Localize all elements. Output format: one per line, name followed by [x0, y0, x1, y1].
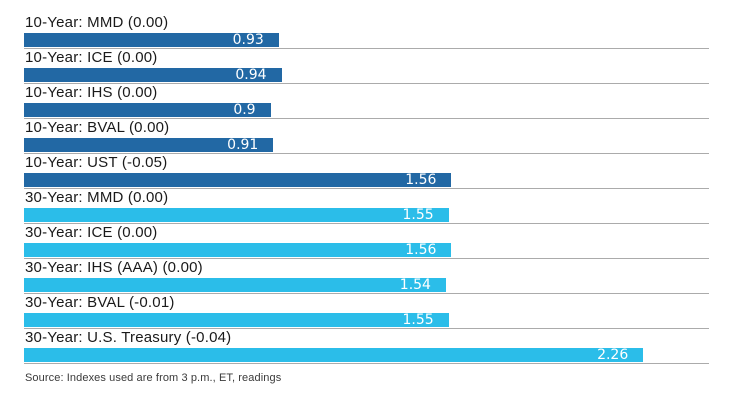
bar: 1.55 [24, 313, 449, 327]
chart-row: 30-Year: U.S. Treasury (-0.04) 2.26 [24, 329, 709, 364]
bar-track: 0.94 [24, 68, 709, 82]
chart-row: 10-Year: UST (-0.05) 1.56 [24, 154, 709, 189]
chart-row: 10-Year: MMD (0.00) 0.93 [24, 14, 709, 49]
bar-value-label: 1.56 [405, 242, 437, 258]
bar-value-label: 0.93 [232, 32, 264, 48]
separator-line [24, 258, 709, 259]
separator-line [24, 188, 709, 189]
bar-value-label: 2.26 [597, 347, 629, 363]
bar-track: 0.9 [24, 103, 709, 117]
chart-row: 30-Year: IHS (AAA) (0.00) 1.54 [24, 259, 709, 294]
bar-chart: 10-Year: MMD (0.00) 0.93 10-Year: ICE (0… [24, 14, 709, 384]
separator-line [24, 83, 709, 84]
bar-value-label: 1.56 [405, 172, 437, 188]
bar: 1.56 [24, 242, 452, 258]
bar-track: 2.26 [24, 348, 709, 362]
bar-label: 30-Year: MMD (0.00) [25, 189, 169, 206]
bar: 0.94 [24, 68, 282, 82]
bar-label: 30-Year: U.S. Treasury (-0.04) [25, 329, 232, 346]
separator-line [24, 153, 709, 154]
chart-row: 30-Year: ICE (0.00) 1.56 [24, 224, 709, 259]
bar-label: 10-Year: UST (-0.05) [25, 154, 168, 171]
chart-row: 10-Year: ICE (0.00) 0.94 [24, 49, 709, 84]
chart-row: 10-Year: IHS (0.00) 0.9 [24, 84, 709, 119]
bar-label: 10-Year: ICE (0.00) [25, 49, 158, 66]
separator-line [24, 328, 709, 329]
bar-label: 30-Year: ICE (0.00) [25, 224, 158, 241]
bar: 1.54 [24, 278, 446, 292]
source-note: Source: Indexes used are from 3 p.m., ET… [25, 372, 282, 384]
bar: 1.56 [24, 172, 452, 188]
bar-value-label: 1.55 [402, 207, 434, 223]
separator-line [24, 223, 709, 224]
bar-label: 10-Year: MMD (0.00) [25, 14, 169, 31]
bar-label: 30-Year: BVAL (-0.01) [25, 294, 175, 311]
bar: 2.26 [24, 347, 644, 363]
chart-rows: 10-Year: MMD (0.00) 0.93 10-Year: ICE (0… [24, 14, 709, 364]
bar-track: 0.93 [24, 33, 709, 47]
bar-label: 30-Year: IHS (AAA) (0.00) [25, 259, 203, 276]
bar-label: 10-Year: BVAL (0.00) [25, 119, 170, 136]
chart-row: 30-Year: MMD (0.00) 1.55 [24, 189, 709, 224]
bar-track: 1.56 [24, 173, 709, 187]
bar-track: 1.55 [24, 208, 709, 222]
bar-label: 10-Year: IHS (0.00) [25, 84, 158, 101]
bar-value-label: 1.55 [402, 312, 434, 328]
bar-value-label: 0.91 [227, 137, 259, 153]
bar: 0.93 [24, 33, 279, 47]
bar: 0.9 [24, 103, 271, 117]
bar: 0.91 [24, 137, 274, 153]
bar-track: 1.54 [24, 278, 709, 292]
separator-line [24, 118, 709, 119]
separator-line [24, 293, 709, 294]
bar-track: 1.56 [24, 243, 709, 257]
chart-row: 30-Year: BVAL (-0.01) 1.55 [24, 294, 709, 329]
bar-value-label: 1.54 [399, 277, 431, 293]
bar-track: 1.55 [24, 313, 709, 327]
separator-line [24, 363, 709, 364]
bar-track: 0.91 [24, 138, 709, 152]
bar-value-label: 0.9 [233, 102, 256, 118]
separator-line [24, 48, 709, 49]
bar-value-label: 0.94 [235, 67, 267, 83]
bar: 1.55 [24, 208, 449, 222]
chart-row: 10-Year: BVAL (0.00) 0.91 [24, 119, 709, 154]
